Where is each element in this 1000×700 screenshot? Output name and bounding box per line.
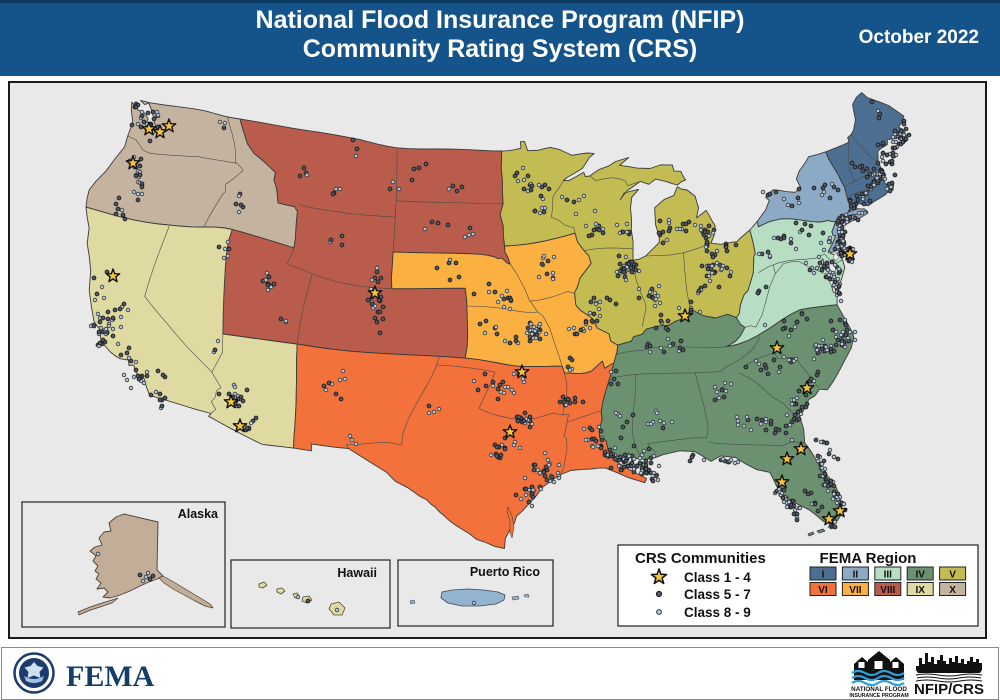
svg-text:IV: IV [915, 570, 925, 581]
svg-text:VII: VII [849, 585, 861, 596]
svg-text:X: X [949, 585, 956, 596]
svg-text:VI: VI [818, 585, 828, 596]
svg-text:INSURANCE PROGRAM: INSURANCE PROGRAM [849, 693, 908, 699]
svg-text:Alaska: Alaska [178, 507, 219, 521]
svg-text:IX: IX [915, 585, 925, 596]
svg-text:NATIONAL FLOOD: NATIONAL FLOOD [851, 686, 907, 693]
svg-text:II: II [853, 570, 859, 581]
svg-text:V: V [949, 570, 956, 581]
svg-text:FEMA Region: FEMA Region [820, 550, 917, 567]
svg-text:Hawaii: Hawaii [337, 566, 377, 580]
svg-text:CRS Communities: CRS Communities [635, 550, 766, 567]
svg-text:NFIP/CRS: NFIP/CRS [914, 681, 984, 698]
svg-text:Class 5 - 7: Class 5 - 7 [684, 587, 751, 602]
svg-text:VIII: VIII [880, 585, 895, 596]
svg-text:I: I [822, 570, 825, 581]
svg-text:Puerto Rico: Puerto Rico [470, 565, 541, 579]
svg-text:Class 8 - 9: Class 8 - 9 [684, 605, 751, 620]
svg-text:FEMA: FEMA [66, 660, 155, 693]
svg-text:Class 1 - 4: Class 1 - 4 [684, 570, 751, 585]
svg-text:III: III [884, 570, 893, 581]
